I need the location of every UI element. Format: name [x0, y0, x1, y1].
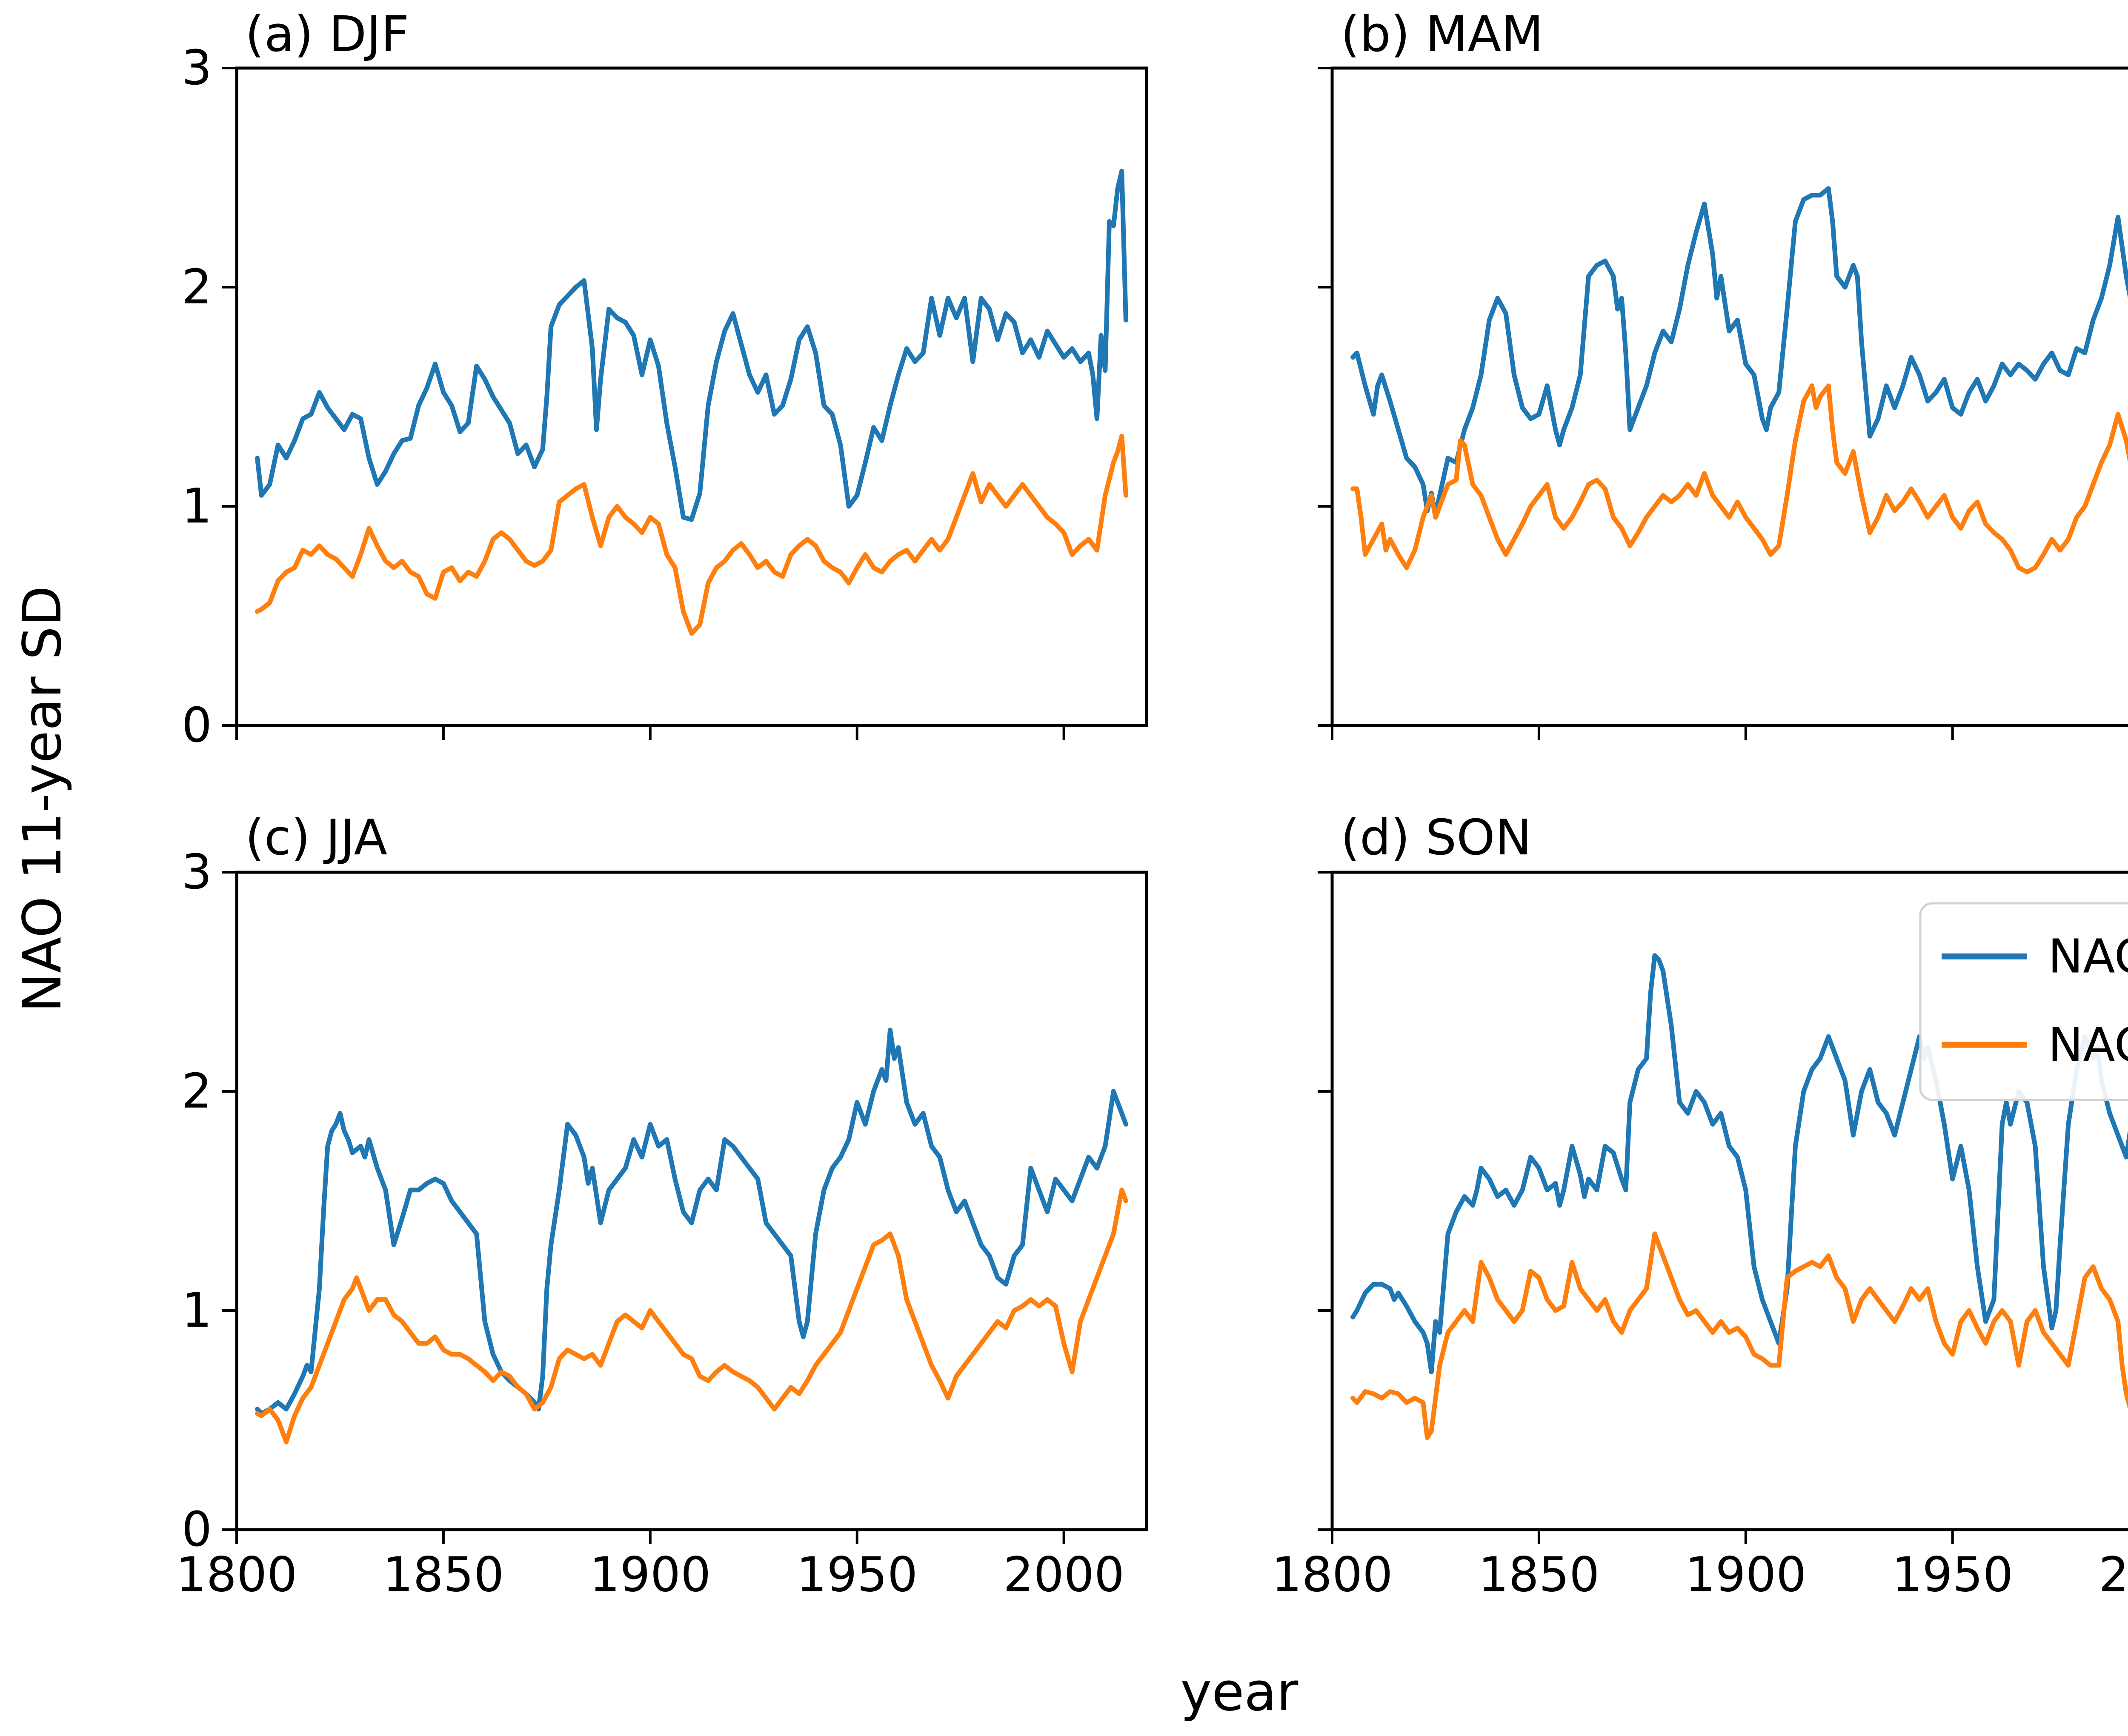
x-tick-label: 2000 — [1003, 1547, 1124, 1602]
x-tick-label: 1900 — [589, 1547, 711, 1602]
x-tick-label: 1800 — [176, 1547, 297, 1602]
x-tick-label: 1900 — [1685, 1547, 1806, 1602]
series-line-nao-fixed — [255, 1028, 1128, 1416]
y-tick-label: 3 — [182, 845, 212, 900]
y-tick-label: 0 — [182, 1502, 212, 1557]
panel-b-title: (b) MAM — [1341, 6, 1544, 63]
series-line-nao-pc — [1350, 1231, 2128, 1440]
panel-d: 1800 1850 1900 1950 2000 NAO fixed NAO PC — [1271, 871, 2128, 1602]
legend-label: NAO fixed — [2048, 929, 2128, 984]
axes-frame-b — [1330, 66, 2128, 727]
y-tick-label: 3 — [182, 40, 212, 96]
legend: NAO fixed NAO PC — [1919, 902, 2128, 1101]
x-tick-label: 1950 — [796, 1547, 918, 1602]
y-tick-label: 1 — [182, 479, 212, 534]
axes-frame-d — [1330, 871, 2128, 1531]
y-tick-label: 1 — [182, 1283, 212, 1338]
x-tick-label: 1850 — [1478, 1547, 1599, 1602]
panel-c: 1800 1850 1900 1950 2000 0 1 2 3 — [176, 845, 1148, 1602]
x-tick-label: 2000 — [2099, 1547, 2128, 1602]
series-line-nao-pc — [1350, 383, 2128, 574]
series-line-nao-pc — [255, 1188, 1128, 1445]
axes-frame-a — [235, 66, 1148, 727]
y-tick-label: 2 — [182, 260, 212, 315]
x-tick-label: 1950 — [1892, 1547, 2013, 1602]
x-tick-label: 1800 — [1271, 1547, 1393, 1602]
panel-c-title: (c) JJA — [245, 809, 387, 866]
panel-d-title: (d) SON — [1341, 809, 1532, 866]
y-axis-label: NAO 11-year SD — [12, 585, 73, 1013]
x-tick-label: 1850 — [383, 1547, 504, 1602]
legend-label: NAO PC — [2048, 1018, 2128, 1072]
panel-a-title: (a) DJF — [245, 6, 409, 63]
series-line-nao-fixed — [1350, 186, 2128, 518]
series-line-nao-fixed — [255, 168, 1128, 522]
panel-a: 0 1 2 3 — [182, 40, 1148, 753]
y-tick-label: 0 — [182, 698, 212, 753]
x-axis-label: year — [1180, 1662, 1299, 1723]
legend-frame — [1919, 902, 2128, 1101]
series-line-nao-pc — [255, 434, 1128, 636]
y-tick-label: 2 — [182, 1064, 212, 1119]
axes-frame-c — [235, 871, 1148, 1531]
panel-b — [1318, 66, 2128, 740]
